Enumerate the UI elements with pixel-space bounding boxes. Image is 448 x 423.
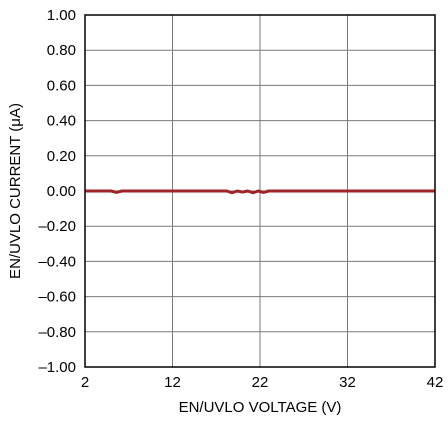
y-tick-label-3: 0.40 [47, 113, 76, 130]
x-tick-label-2: 22 [252, 374, 269, 391]
y-tick-label-6: –0.20 [38, 218, 76, 235]
x-tick-label-1: 12 [164, 374, 181, 391]
y-tick-label-2: 0.60 [47, 77, 76, 94]
series-line-0 [85, 189, 435, 195]
y-tick-label-10: –1.00 [38, 359, 76, 376]
plot-frame [84, 14, 436, 368]
ticks: 1.00 0.80 0.60 0.40 0.20 0.00 –0.20 –0.40 –0.60 –… [38, 7, 443, 391]
y-tick-label-5: 0.00 [47, 183, 76, 200]
y-axis-label: EN/UVLO CURRENT (μA) [7, 103, 24, 279]
x-tick-label-0: 2 [81, 374, 89, 391]
y-tick-label-7: –0.40 [38, 253, 76, 270]
y-tick-label-4: 0.20 [47, 148, 76, 165]
series-layer [85, 189, 435, 195]
x-axis-label: EN/UVLO VOLTAGE (V) [179, 399, 342, 416]
y-tick-label-8: –0.60 [38, 289, 76, 306]
x-tick-label-4: 42 [427, 374, 444, 391]
y-tick-label-0: 1.00 [47, 7, 76, 24]
y-tick-label-9: –0.80 [38, 324, 76, 341]
y-tick-label-1: 0.80 [47, 42, 76, 59]
x-tick-label-3: 32 [339, 374, 356, 391]
